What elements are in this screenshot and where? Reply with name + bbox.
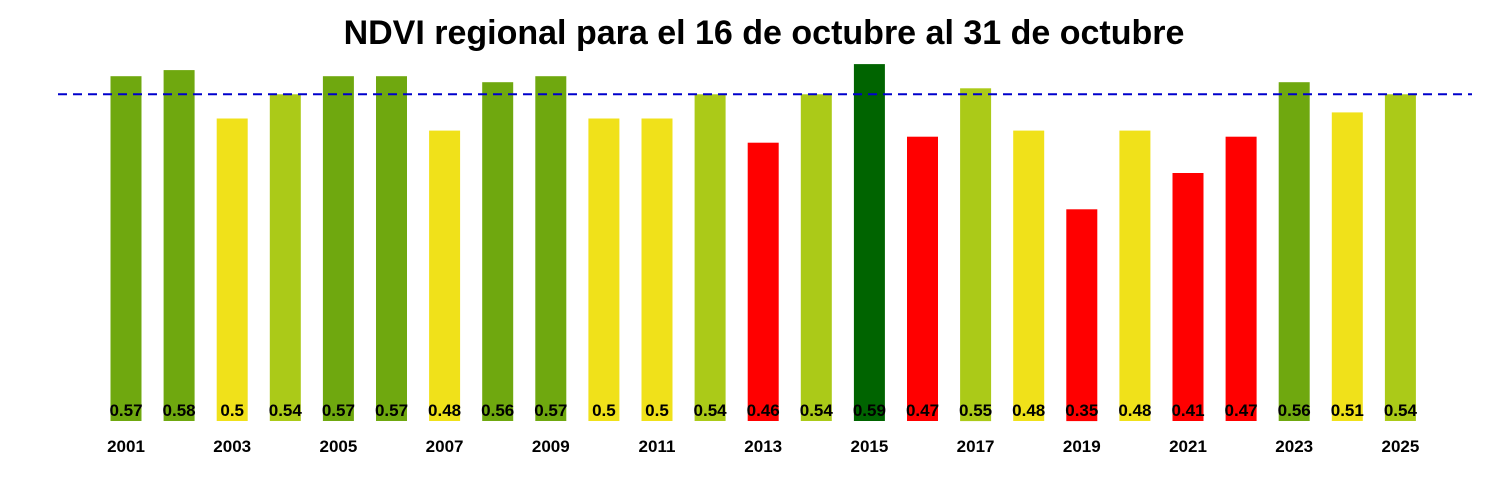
bar-2014 [800, 94, 832, 422]
value-label-2004: 0.54 [269, 401, 303, 420]
x-tick-label-2005: 2005 [319, 437, 357, 456]
value-label-2020: 0.48 [1118, 401, 1151, 420]
bar-2008 [482, 82, 514, 421]
bar-2013 [747, 142, 779, 421]
value-label-2001: 0.57 [109, 401, 142, 420]
x-tick-label-2003: 2003 [213, 437, 251, 456]
value-label-2011: 0.5 [645, 401, 669, 420]
value-label-2015: 0.59 [853, 401, 886, 420]
x-tick-label-2009: 2009 [532, 437, 570, 456]
x-tick-label-2015: 2015 [850, 437, 888, 456]
bar-2019 [1066, 209, 1098, 422]
x-tick-label-2007: 2007 [426, 437, 464, 456]
bar-2016 [907, 136, 938, 421]
bar-2018 [1013, 130, 1045, 421]
bars-group [110, 64, 1416, 422]
bar-2001 [110, 76, 142, 421]
bar-2009 [535, 76, 567, 421]
bar-2021 [1172, 173, 1204, 421]
value-label-2010: 0.5 [592, 401, 616, 420]
value-label-2012: 0.54 [694, 401, 728, 420]
value-label-2008: 0.56 [481, 401, 514, 420]
x-tick-label-2023: 2023 [1275, 437, 1313, 456]
bar-2020 [1119, 130, 1151, 421]
value-label-2007: 0.48 [428, 401, 461, 420]
bar-2011 [641, 118, 673, 421]
x-tick-label-2025: 2025 [1381, 437, 1419, 456]
x-tick-label-2019: 2019 [1063, 437, 1101, 456]
value-label-2025: 0.54 [1384, 401, 1418, 420]
value-label-2022: 0.47 [1225, 401, 1258, 420]
value-label-2014: 0.54 [800, 401, 834, 420]
chart-title: NDVI regional para el 16 de octubre al 3… [344, 14, 1185, 52]
bar-2025 [1384, 94, 1416, 422]
bar-2005 [322, 76, 354, 421]
value-label-2013: 0.46 [747, 401, 780, 420]
bar-2023 [1278, 82, 1310, 421]
value-label-2024: 0.51 [1331, 401, 1364, 420]
bar-2024 [1331, 112, 1363, 422]
bar-2007 [429, 130, 461, 421]
value-label-2018: 0.48 [1012, 401, 1045, 420]
bar-2006 [376, 76, 407, 421]
x-tick-label-2013: 2013 [744, 437, 782, 456]
bar-2004 [269, 94, 301, 422]
value-label-2016: 0.47 [906, 401, 939, 420]
bar-2015 [853, 64, 885, 421]
value-label-2021: 0.41 [1171, 401, 1204, 420]
value-label-2009: 0.57 [534, 401, 567, 420]
x-tick-label-2017: 2017 [957, 437, 995, 456]
value-label-2005: 0.57 [322, 401, 355, 420]
bar-2003 [216, 118, 248, 421]
bar-2022 [1225, 136, 1257, 421]
bar-2017 [960, 88, 992, 422]
x-tick-label-2001: 2001 [107, 437, 145, 456]
x-tick-label-2011: 2011 [639, 437, 676, 456]
value-label-2023: 0.56 [1278, 401, 1311, 420]
value-label-2003: 0.5 [220, 401, 244, 420]
value-label-2019: 0.35 [1065, 401, 1098, 420]
bar-2002 [163, 70, 195, 421]
value-labels-group: 0.57 0.58 0.5 0.54 0.57 0.57 0.48 0.56 0.57 0.5 0.… [109, 401, 1417, 420]
value-label-2006: 0.57 [375, 401, 408, 420]
value-label-2017: 0.55 [959, 401, 992, 420]
bar-2012 [694, 94, 726, 422]
x-tick-label-2021: 2021 [1169, 437, 1207, 456]
value-label-2002: 0.58 [163, 401, 196, 420]
x-tick-labels-group: 2001 2003 2005 2007 2009 2011 2013 2015 2017 2019… [107, 437, 1419, 456]
bar-2010 [588, 118, 620, 421]
